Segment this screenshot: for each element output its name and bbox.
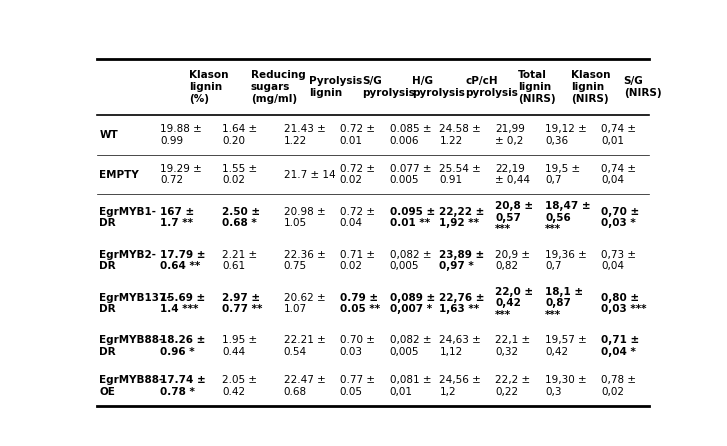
Text: 2.21 ±
0.61: 2.21 ± 0.61 — [222, 250, 257, 271]
Text: Klason
lignin
(%): Klason lignin (%) — [189, 70, 228, 103]
Text: 0,081 ±
0,01: 0,081 ± 0,01 — [390, 375, 431, 396]
Text: 18,47 ±
0,56
***: 18,47 ± 0,56 *** — [545, 201, 591, 234]
Text: 0,089 ±
0,007 *: 0,089 ± 0,007 * — [390, 293, 435, 314]
Text: 1.55 ±
0.02: 1.55 ± 0.02 — [222, 164, 257, 186]
Text: EgrMYB137-
DR: EgrMYB137- DR — [100, 293, 171, 314]
Text: H/G
pyrolysis: H/G pyrolysis — [412, 76, 465, 98]
Text: 19,12 ±
0,36: 19,12 ± 0,36 — [545, 124, 587, 146]
Text: cP/cH
pyrolysis: cP/cH pyrolysis — [465, 76, 518, 98]
Text: 1.64 ±
0.20: 1.64 ± 0.20 — [222, 124, 257, 146]
Text: 24.58 ±
1.22: 24.58 ± 1.22 — [439, 124, 481, 146]
Text: 18,1 ±
0,87
***: 18,1 ± 0,87 *** — [545, 287, 583, 320]
Text: EgrMYB88-
OE: EgrMYB88- OE — [100, 375, 164, 396]
Text: 22,0 ±
0,42
***: 22,0 ± 0,42 *** — [495, 287, 534, 320]
Text: 22.47 ±
0.68: 22.47 ± 0.68 — [284, 375, 326, 396]
Text: 22.36 ±
0.75: 22.36 ± 0.75 — [284, 250, 326, 271]
Text: 0.095 ±
0.01 **: 0.095 ± 0.01 ** — [390, 206, 435, 228]
Text: EgrMYB88-
DR: EgrMYB88- DR — [100, 335, 164, 357]
Text: 17.74 ±
0.78 *: 17.74 ± 0.78 * — [161, 375, 206, 396]
Text: 18.26 ±
0.96 *: 18.26 ± 0.96 * — [161, 335, 206, 357]
Text: 20,8 ±
0,57
***: 20,8 ± 0,57 *** — [495, 201, 534, 234]
Text: 167 ±
1.7 **: 167 ± 1.7 ** — [161, 206, 195, 228]
Text: 22,1 ±
0,32: 22,1 ± 0,32 — [495, 335, 531, 357]
Text: 0,70 ±
0,03 *: 0,70 ± 0,03 * — [601, 206, 639, 228]
Text: Klason
lignin
(NIRS): Klason lignin (NIRS) — [571, 70, 611, 103]
Text: 22,76 ±
1,63 **: 22,76 ± 1,63 ** — [439, 293, 485, 314]
Text: 0,74 ±
0,04: 0,74 ± 0,04 — [601, 164, 636, 186]
Text: 0.085 ±
0.006: 0.085 ± 0.006 — [390, 124, 431, 146]
Text: 22.21 ±
0.54: 22.21 ± 0.54 — [284, 335, 326, 357]
Text: 17.79 ±
0.64 **: 17.79 ± 0.64 ** — [161, 250, 206, 271]
Text: 0.71 ±
0.02: 0.71 ± 0.02 — [340, 250, 374, 271]
Text: 20.98 ±
1.05: 20.98 ± 1.05 — [284, 206, 326, 228]
Text: EgrMYB2-
DR: EgrMYB2- DR — [100, 250, 156, 271]
Text: EMPTY: EMPTY — [100, 169, 139, 180]
Text: 0.077 ±
0.005: 0.077 ± 0.005 — [390, 164, 431, 186]
Text: S/G
pyrolysis: S/G pyrolysis — [362, 76, 415, 98]
Text: 23,89 ±
0,97 *: 23,89 ± 0,97 * — [439, 250, 485, 271]
Text: 0,74 ±
0,01: 0,74 ± 0,01 — [601, 124, 636, 146]
Text: 2.97 ±
0.77 **: 2.97 ± 0.77 ** — [222, 293, 262, 314]
Text: 19.29 ±
0.72: 19.29 ± 0.72 — [161, 164, 202, 186]
Text: Total
lignin
(NIRS): Total lignin (NIRS) — [518, 70, 555, 103]
Text: 21,99
± 0,2: 21,99 ± 0,2 — [495, 124, 525, 146]
Text: 0,80 ±
0,03 ***: 0,80 ± 0,03 *** — [601, 293, 646, 314]
Text: Pyrolysis
lignin: Pyrolysis lignin — [310, 76, 363, 98]
Text: 19,5 ±
0,7: 19,5 ± 0,7 — [545, 164, 580, 186]
Text: 24,56 ±
1,2: 24,56 ± 1,2 — [439, 375, 481, 396]
Text: 0.72 ±
0.01: 0.72 ± 0.01 — [340, 124, 374, 146]
Text: 19,30 ±
0,3: 19,30 ± 0,3 — [545, 375, 587, 396]
Text: 0,082 ±
0,005: 0,082 ± 0,005 — [390, 335, 431, 357]
Text: 21.7 ± 14: 21.7 ± 14 — [284, 169, 335, 180]
Text: 0,78 ±
0,02: 0,78 ± 0,02 — [601, 375, 636, 396]
Text: 0.72 ±
0.02: 0.72 ± 0.02 — [340, 164, 374, 186]
Text: 0.77 ±
0.05: 0.77 ± 0.05 — [340, 375, 374, 396]
Text: 0,71 ±
0,04 *: 0,71 ± 0,04 * — [601, 335, 639, 357]
Text: 25.54 ±
0.91: 25.54 ± 0.91 — [439, 164, 481, 186]
Text: 22,22 ±
1,92 **: 22,22 ± 1,92 ** — [439, 206, 485, 228]
Text: Reducing
sugars
(mg/ml): Reducing sugars (mg/ml) — [251, 70, 305, 103]
Text: 24,63 ±
1,12: 24,63 ± 1,12 — [439, 335, 481, 357]
Text: 22,19
± 0,44: 22,19 ± 0,44 — [495, 164, 530, 186]
Text: 0.70 ±
0.03: 0.70 ± 0.03 — [340, 335, 374, 357]
Text: WT: WT — [100, 130, 118, 140]
Text: 0.79 ±
0.05 **: 0.79 ± 0.05 ** — [340, 293, 379, 314]
Text: 20,9 ±
0,82: 20,9 ± 0,82 — [495, 250, 530, 271]
Text: 20.62 ±
1.07: 20.62 ± 1.07 — [284, 293, 326, 314]
Text: 19,57 ±
0,42: 19,57 ± 0,42 — [545, 335, 587, 357]
Text: 19.88 ±
0.99: 19.88 ± 0.99 — [161, 124, 202, 146]
Text: EgrMYB1-
DR: EgrMYB1- DR — [100, 206, 156, 228]
Text: 2.05 ±
0.42: 2.05 ± 0.42 — [222, 375, 257, 396]
Text: 0,73 ±
0,04: 0,73 ± 0,04 — [601, 250, 636, 271]
Text: 19,36 ±
0,7: 19,36 ± 0,7 — [545, 250, 587, 271]
Text: 15.69 ±
1.4 ***: 15.69 ± 1.4 *** — [161, 293, 206, 314]
Text: 0,082 ±
0,005: 0,082 ± 0,005 — [390, 250, 431, 271]
Text: 21.43 ±
1.22: 21.43 ± 1.22 — [284, 124, 326, 146]
Text: 2.50 ±
0.68 *: 2.50 ± 0.68 * — [222, 206, 260, 228]
Text: 22,2 ±
0,22: 22,2 ± 0,22 — [495, 375, 531, 396]
Text: 1.95 ±
0.44: 1.95 ± 0.44 — [222, 335, 257, 357]
Text: S/G
(NIRS): S/G (NIRS) — [624, 76, 662, 98]
Text: 0.72 ±
0.04: 0.72 ± 0.04 — [340, 206, 374, 228]
